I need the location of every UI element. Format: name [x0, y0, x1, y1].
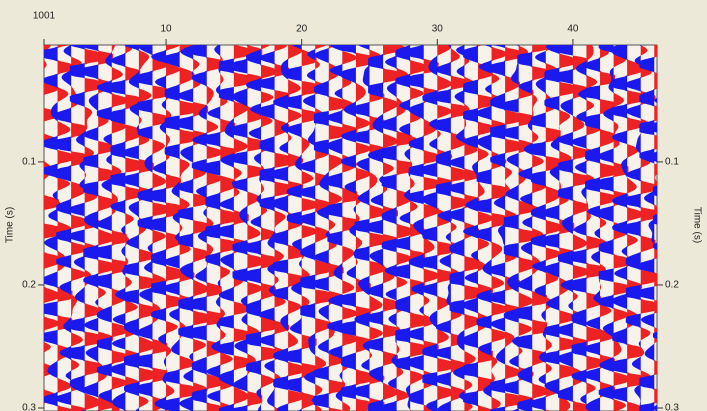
trace-negative	[585, 45, 601, 411]
trace-negative	[625, 45, 641, 411]
y2-tick-label: 0.1	[665, 157, 679, 168]
trace-positive	[328, 45, 344, 411]
trace-positive	[152, 45, 168, 411]
trace-negative	[652, 97, 657, 411]
trace-negative	[463, 45, 478, 411]
trace-negative	[96, 45, 112, 411]
trace-negative	[232, 45, 248, 411]
traces	[29, 45, 683, 411]
trace-positive	[57, 45, 73, 411]
trace-negative	[476, 45, 492, 411]
trace-negative	[503, 45, 519, 411]
trace-negative	[83, 45, 99, 411]
trace-negative	[598, 45, 614, 411]
trace-negative	[395, 45, 411, 411]
trace-negative	[544, 45, 560, 411]
trace-negative	[259, 45, 275, 411]
trace-positive	[586, 45, 602, 411]
trace-positive	[491, 45, 507, 411]
y-tick-label: 0.3	[22, 403, 36, 411]
trace-positive	[179, 45, 195, 411]
trace-negative	[381, 45, 397, 411]
trace-negative	[435, 45, 451, 411]
trace-negative	[205, 45, 221, 411]
trace-positive	[654, 45, 657, 411]
trace-positive	[545, 45, 561, 411]
y2-tick-label: 0.2	[665, 280, 679, 291]
trace-negative	[218, 45, 234, 411]
trace-negative	[571, 45, 587, 411]
trace-positive	[220, 45, 236, 411]
trace-positive	[44, 45, 59, 411]
trace-positive	[301, 45, 317, 411]
y-tick-label: 0.1	[22, 157, 36, 168]
y2-axis-label: Time (s)	[691, 207, 702, 243]
trace-positive	[71, 45, 86, 411]
trace-negative	[56, 45, 72, 411]
trace-negative	[368, 45, 384, 411]
trace-negative	[44, 45, 58, 411]
trace-negative	[408, 45, 424, 411]
trace-negative	[327, 45, 343, 411]
trace-positive	[233, 45, 249, 411]
trace-negative	[490, 45, 506, 411]
trace-positive	[84, 45, 100, 411]
trace-negative	[313, 45, 329, 411]
trace-positive	[423, 45, 439, 411]
trace-positive	[315, 45, 331, 411]
trace-negative	[341, 45, 356, 411]
trace-positive	[206, 45, 222, 411]
trace-positive	[396, 45, 412, 411]
trace-negative	[110, 45, 126, 411]
x-tick-label: 20	[296, 24, 308, 35]
trace-positive	[383, 45, 398, 411]
trace-positive	[668, 45, 683, 411]
trace-negative	[124, 45, 139, 411]
trace-negative	[246, 45, 261, 411]
trace-negative	[449, 45, 465, 411]
x-tick-label: 30	[432, 24, 444, 35]
y-axis-label: Time (s)	[5, 207, 16, 243]
trace-positive	[274, 45, 290, 411]
trace-negative	[178, 45, 194, 411]
trace-negative	[273, 45, 289, 411]
trace-negative	[164, 45, 180, 411]
trace-negative	[354, 45, 370, 411]
trace-positive	[532, 45, 548, 411]
trace-negative	[191, 45, 207, 411]
trace-positive	[125, 45, 141, 411]
trace-positive	[600, 45, 615, 411]
trace-positive	[288, 45, 303, 411]
trace-negative	[137, 45, 153, 411]
trace-positive	[437, 45, 453, 411]
trace-negative	[69, 45, 85, 411]
y2-tick-label: 0.3	[665, 403, 679, 411]
y-tick-label: 0.2	[22, 280, 36, 291]
trace-negative	[300, 45, 316, 411]
trace-negative	[558, 45, 573, 411]
trace-negative	[517, 45, 533, 411]
trace-negative	[29, 45, 44, 411]
trace-negative	[151, 45, 167, 411]
x-tick-label: 10	[160, 24, 172, 35]
trace-negative	[612, 45, 628, 411]
trace-positive	[640, 45, 656, 411]
x-tick-label: 40	[567, 24, 579, 35]
trace-negative	[530, 45, 546, 411]
trace-negative	[639, 45, 655, 411]
x-tick-label: 1001	[33, 11, 56, 22]
trace-negative	[422, 45, 438, 411]
